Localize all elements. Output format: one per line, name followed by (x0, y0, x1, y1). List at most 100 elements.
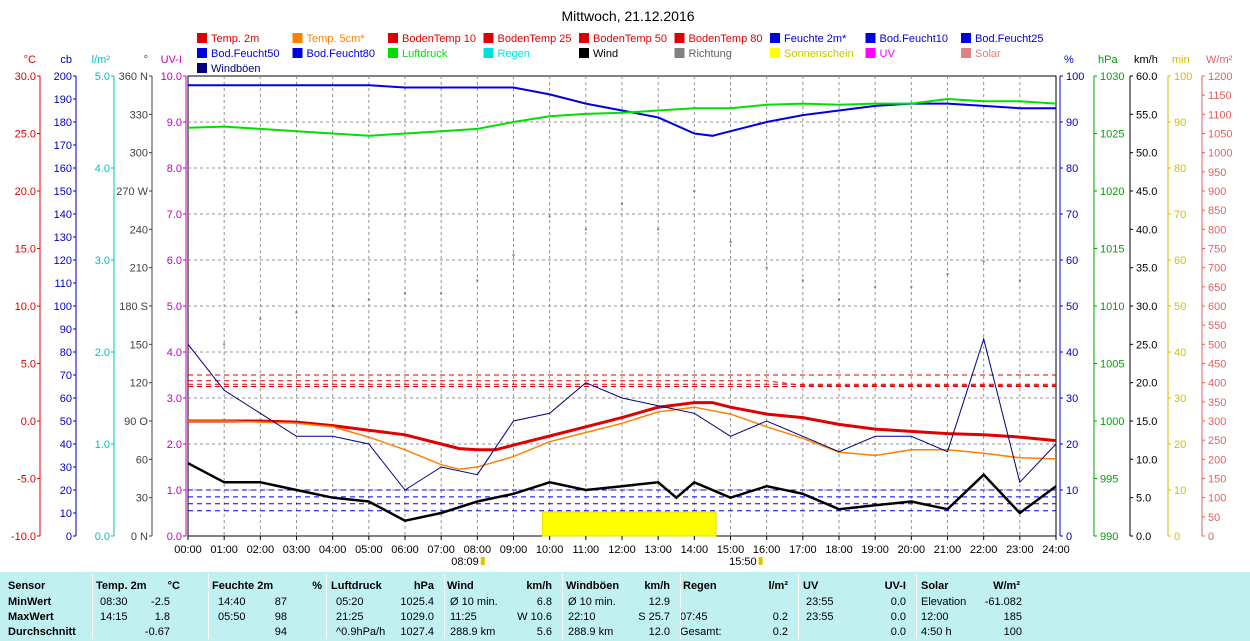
axis-tick-min: 90 (1174, 117, 1186, 129)
stats-cell: ^0.9hPa/h (336, 626, 386, 638)
axis-tick-solar: 1150 (1208, 90, 1232, 102)
axis-tick-temp: 20.0 (15, 186, 36, 198)
stats-cell: 98 (274, 611, 287, 623)
axis-tick-uv: 6.0 (167, 255, 182, 267)
stats-cell: 1027.4 (400, 626, 434, 638)
axis-tick-cb: 140 (54, 209, 72, 221)
axis-tick-uv: 1.0 (167, 485, 182, 497)
sun-time-label: 15:50 (729, 556, 757, 568)
axis-tick-solar: 200 (1208, 454, 1226, 466)
axis-unit-cb: cb (60, 54, 72, 66)
stats-cell: Gesamt: (680, 626, 722, 638)
axis-tick-cb: 130 (54, 232, 72, 244)
axis-tick-solar: 550 (1208, 320, 1226, 332)
axis-tick-dir: 60 (136, 454, 148, 466)
axis-tick-solar: 100 (1208, 493, 1226, 505)
legend-label: Regen (498, 48, 530, 60)
axis-tick-wind: 45.0 (1136, 186, 1157, 198)
sun-marker (758, 557, 763, 565)
legend-label: Richtung (689, 48, 732, 60)
legend: Temp. 2m Temp. 5cm* BodenTemp 10 BodenTemp … (197, 33, 1044, 75)
direction-dot (187, 381, 189, 384)
axis-tick-cb: 170 (54, 140, 72, 152)
stats-cell: Sensor (8, 580, 46, 592)
stats-cell: UV (803, 580, 819, 592)
stats-cell: Elevation (921, 596, 967, 608)
axis-tick-dir: 300 (130, 148, 148, 160)
stats-cell: 12.9 (648, 596, 670, 608)
legend-swatch (770, 33, 780, 43)
axis-tick-uv: 4.0 (167, 347, 182, 359)
stats-cell: 05:20 (336, 596, 364, 608)
axis-tick-wind: 30.0 (1136, 301, 1157, 313)
x-tick-label: 07:00 (427, 544, 455, 556)
axis-tick-solar: 450 (1208, 359, 1226, 371)
series-line-luftdruck (187, 97, 1057, 137)
legend-swatch (961, 33, 971, 43)
stats-cell: Feuchte 2m (212, 580, 274, 592)
axis-tick-solar: 350 (1208, 397, 1226, 409)
direction-dot (367, 298, 370, 301)
legend-label: Sonnenschein (784, 48, 854, 60)
legend-label: Bod.Feucht25 (975, 33, 1044, 45)
axis-tick-rain: 2.0 (95, 347, 110, 359)
axis-tick-uv: 8.0 (167, 163, 182, 175)
axis-tick-hum: 50 (1066, 301, 1078, 313)
plot-area (187, 75, 1057, 537)
x-axis: 00:00 01:00 02:00 03:00 04:00 05:00 06:00 07:00… (174, 536, 1070, 568)
legend-label: BodenTemp 25 (498, 33, 572, 45)
direction-dot (223, 343, 226, 346)
stats-cell: Wind (447, 580, 474, 592)
stats-cell: 94 (274, 626, 287, 638)
legend-swatch (961, 48, 971, 58)
stats-cell: 07:45 (680, 611, 708, 623)
legend-swatch (674, 48, 685, 58)
axis-tick-hum: 100 (1066, 71, 1084, 83)
axis-unit-press: hPa (1098, 54, 1118, 66)
axis-tick-solar: 750 (1208, 244, 1226, 256)
axis-tick-hum: 90 (1066, 117, 1078, 129)
axis-tick-cb: 100 (54, 301, 72, 313)
statistics-table: Sensor Temp. 2m °C Feuchte 2m% Luftdruck hPa W… (0, 572, 1250, 641)
x-tick-label: 24:00 (1042, 544, 1070, 556)
stats-column-separator (916, 574, 917, 639)
axis-unit-uv: UV-I (161, 54, 182, 66)
x-tick-label: 15:00 (717, 544, 745, 556)
direction-dot (476, 279, 479, 282)
legend-swatch (674, 33, 685, 43)
stats-cell: Luftdruck (331, 580, 382, 592)
stats-cell: 14:15 (100, 611, 128, 623)
axis-tick-cb: 190 (54, 94, 72, 106)
axis-tick-solar: 950 (1208, 167, 1226, 179)
axis-tick-temp: 30.0 (15, 71, 36, 83)
stats-cell: -0.67 (144, 626, 170, 638)
axis-tick-cb: 30 (60, 462, 72, 474)
axis-tick-hum: 10 (1066, 485, 1078, 497)
stats-cell: Windböen (566, 580, 620, 592)
stats-cell: 12.0 (648, 626, 670, 638)
legend-label: Wind (593, 48, 618, 60)
x-tick-label: 09:00 (500, 544, 528, 556)
axis-tick-cb: 110 (54, 278, 72, 290)
axis-tick-solar: 1100 (1208, 109, 1232, 121)
axis-tick-cb: 10 (60, 508, 72, 520)
sun-time-label: 08:09 (451, 556, 479, 568)
axis-tick-min: 70 (1174, 209, 1186, 221)
axis-tick-solar: 250 (1208, 435, 1226, 447)
axis-tick-wind: 20.0 (1136, 378, 1157, 390)
x-tick-label: 13:00 (644, 544, 672, 556)
axis-tick-dir: 120 (130, 378, 148, 390)
stats-cell: 11:25 (450, 611, 477, 623)
axis-tick-temp: 10.0 (15, 301, 36, 313)
axis-tick-cb: 70 (60, 370, 72, 382)
axis-tick-solar: 800 (1208, 224, 1226, 236)
axis-unit-hum: % (1064, 54, 1074, 66)
axis-tick-uv: 3.0 (167, 393, 182, 405)
axis-tick-hum: 20 (1066, 439, 1078, 451)
stats-cell: % (312, 580, 322, 592)
series-line-temp-5cm- (188, 406, 1057, 471)
x-tick-label: 14:00 (681, 544, 709, 556)
stats-cell: 100 (1003, 626, 1022, 638)
axis-tick-dir: 30 (136, 493, 148, 505)
x-tick-label: 23:00 (1006, 544, 1034, 556)
